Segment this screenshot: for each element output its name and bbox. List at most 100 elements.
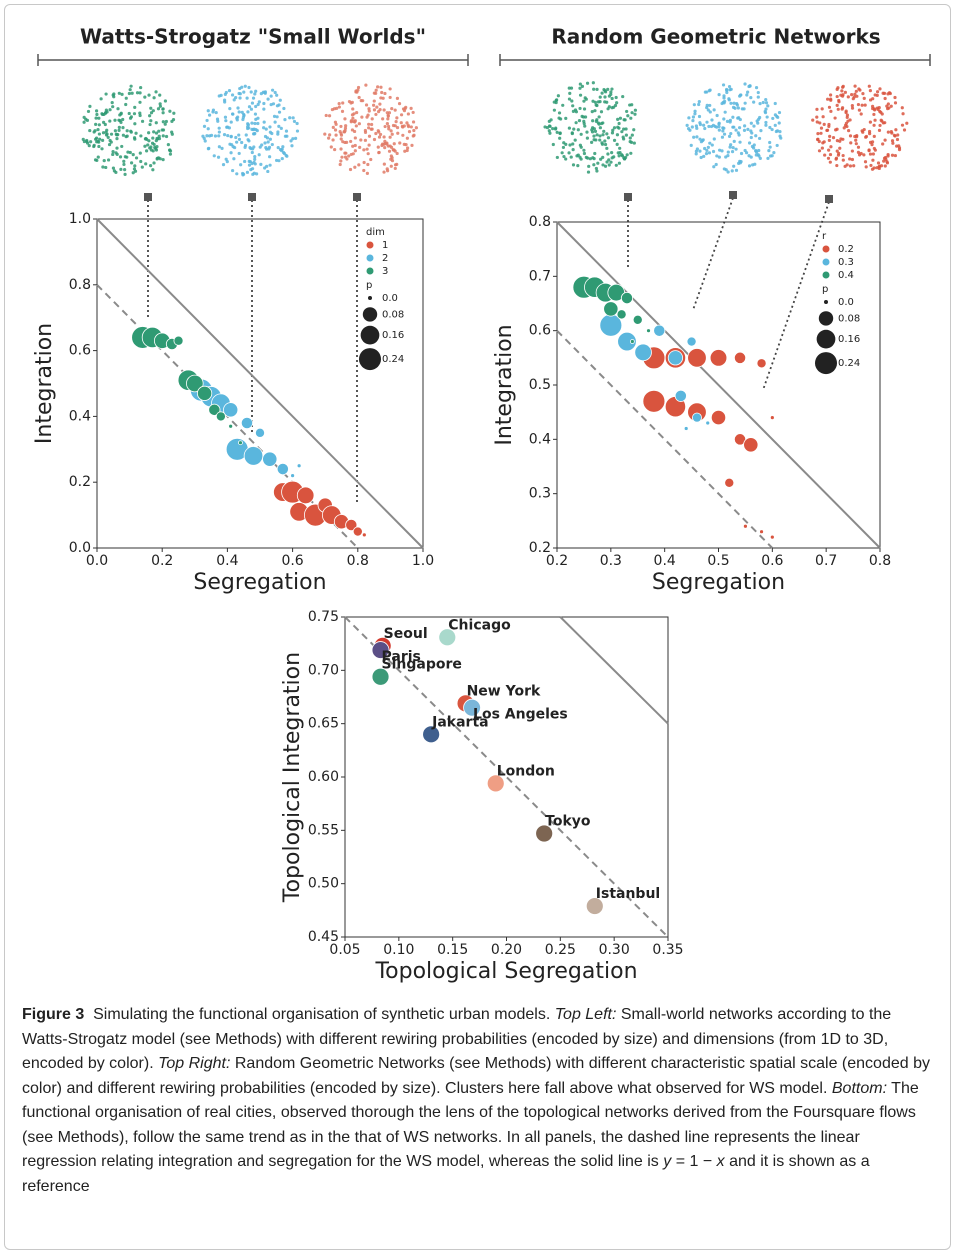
network-node: [353, 143, 357, 148]
network-node: [230, 112, 235, 116]
network-node: [407, 130, 412, 134]
network-node: [855, 94, 859, 98]
network-node: [848, 164, 853, 168]
network-node: [216, 119, 220, 123]
network-node: [836, 107, 840, 111]
network-node: [232, 98, 236, 102]
header-brackets: [37, 54, 931, 66]
network-node: [339, 124, 343, 129]
network-node: [411, 110, 415, 115]
network-node: [351, 144, 355, 148]
network-node: [277, 110, 282, 114]
network-node: [382, 170, 386, 174]
network-node: [354, 90, 358, 94]
y-tick-label: 0.45: [308, 929, 339, 945]
point: [769, 415, 775, 421]
network-node: [543, 125, 547, 129]
network-node: [849, 141, 853, 145]
city-label: Paris: [382, 649, 421, 665]
network-node: [605, 146, 609, 150]
network-node: [379, 85, 383, 89]
network-node: [598, 126, 602, 130]
network-node: [390, 107, 394, 111]
network-node: [295, 121, 299, 126]
network-node: [138, 111, 142, 115]
network-node: [101, 165, 105, 169]
network-node: [593, 129, 598, 133]
network-node: [758, 156, 762, 160]
network-node: [121, 133, 125, 137]
network-node: [618, 146, 622, 150]
network-node: [341, 101, 345, 105]
network-node: [329, 145, 333, 149]
network-node: [868, 120, 872, 124]
network-node: [129, 161, 134, 165]
point: [620, 291, 634, 305]
network-node: [861, 91, 865, 96]
network-node: [850, 149, 854, 153]
city-label: Tokyo: [545, 814, 591, 830]
network-node: [327, 114, 332, 118]
network-node: [754, 134, 758, 138]
network-node: [571, 104, 575, 108]
network-node: [582, 119, 586, 123]
network-node: [618, 116, 623, 120]
network-node: [598, 100, 602, 104]
x-tick-label: 0.15: [437, 942, 468, 958]
network-node: [290, 144, 294, 148]
y-tick-label: 0.55: [308, 822, 339, 838]
network-node: [217, 134, 221, 138]
network-node: [392, 148, 396, 152]
network-node: [268, 155, 272, 159]
network-node: [345, 140, 349, 144]
network-node: [395, 125, 400, 130]
network-node: [595, 169, 599, 173]
network-node: [131, 171, 135, 175]
network-node: [234, 135, 238, 140]
network-node: [720, 135, 725, 139]
network-node: [771, 116, 775, 121]
network-node: [376, 85, 380, 89]
connectors: [144, 191, 833, 505]
network-node: [163, 122, 167, 126]
network-node: [285, 154, 289, 158]
network-node: [632, 141, 636, 145]
network-node: [582, 151, 587, 156]
network-node: [390, 132, 394, 136]
network-node: [224, 157, 228, 161]
network-node: [354, 124, 358, 128]
network-node: [862, 96, 866, 100]
network-node: [104, 130, 108, 134]
network-node: [732, 164, 736, 168]
network-node: [254, 89, 258, 93]
network-node: [252, 145, 256, 149]
network-node: [253, 121, 257, 126]
network-node: [707, 89, 711, 93]
network-node: [725, 88, 729, 92]
network-node: [761, 100, 765, 105]
network-node: [775, 143, 779, 148]
network-node: [161, 134, 165, 138]
network-node: [146, 143, 150, 147]
network-node: [253, 155, 257, 159]
network-node: [614, 95, 618, 100]
network-node: [362, 160, 366, 165]
network-node: [170, 132, 174, 136]
network-node: [401, 133, 405, 137]
network-node: [334, 133, 338, 137]
network-node: [151, 109, 155, 113]
point: [769, 534, 775, 540]
network-node: [242, 113, 246, 118]
network-node: [376, 110, 381, 114]
network-node: [121, 117, 125, 122]
network-node: [251, 96, 256, 100]
network-node: [867, 84, 871, 88]
network-node: [243, 145, 247, 149]
network-node: [578, 93, 583, 97]
network-node: [728, 145, 732, 149]
legend-label: 0.0: [382, 293, 398, 304]
network-node: [835, 163, 839, 168]
network-node: [343, 151, 347, 155]
network-node: [389, 164, 393, 168]
point: [296, 463, 302, 469]
